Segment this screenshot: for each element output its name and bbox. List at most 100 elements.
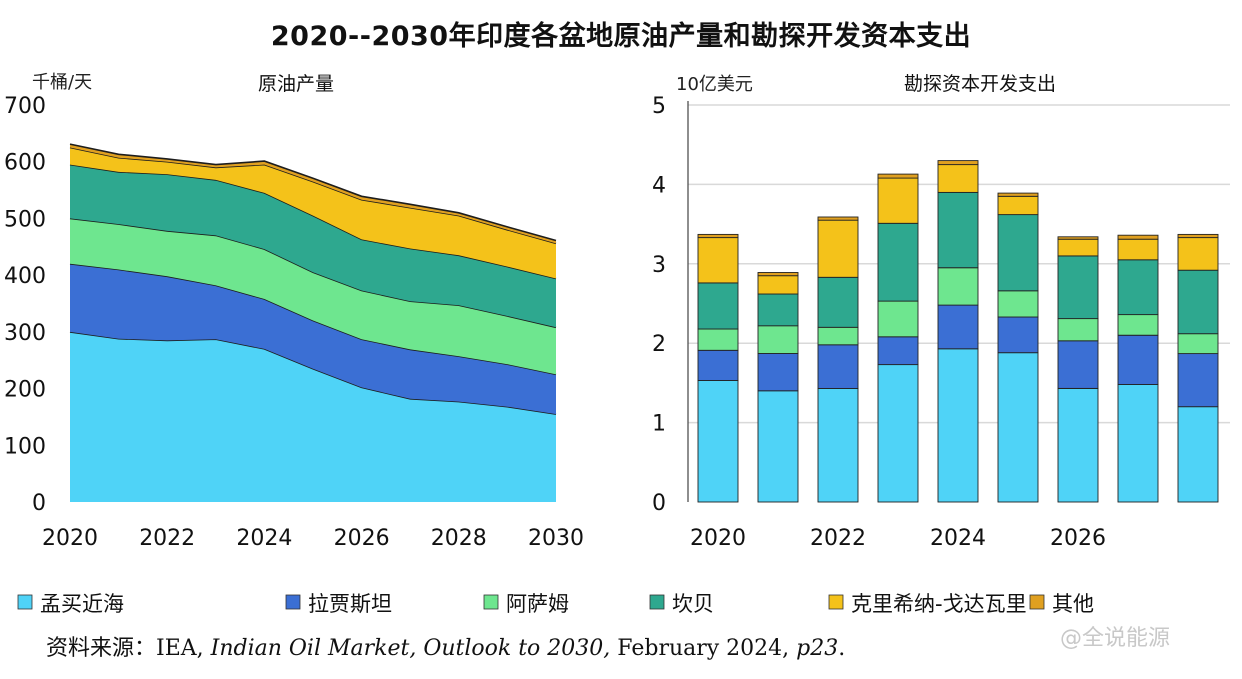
watermark: @全说能源 bbox=[1060, 626, 1171, 651]
bar-2028-series-0 bbox=[1177, 406, 1219, 503]
right-xtick-label: 2020 bbox=[690, 526, 746, 551]
source-suffix: . bbox=[838, 636, 846, 661]
bar-2025-series-0 bbox=[997, 352, 1039, 503]
source-page: p23 bbox=[796, 636, 839, 661]
legend-label: 坎贝 bbox=[672, 592, 714, 616]
bar-2026-series-1 bbox=[1057, 340, 1099, 389]
bar-2022-series-1 bbox=[817, 344, 859, 389]
left-xtick-label: 2024 bbox=[236, 526, 292, 551]
bar-2028-series-3 bbox=[1177, 269, 1219, 335]
bar-2023-series-4 bbox=[877, 177, 919, 224]
left-ytick-label: 300 bbox=[4, 321, 46, 346]
bar-2022-series-2 bbox=[817, 326, 859, 346]
left-xtick-label: 2028 bbox=[431, 526, 487, 551]
bar-2020-series-2 bbox=[697, 328, 739, 351]
area-series-3 bbox=[70, 164, 556, 328]
bar-2024-series-3 bbox=[937, 191, 979, 269]
right-ytick-label: 5 bbox=[652, 94, 666, 119]
chart-main-title: 2020--2030年印度各盆地原油产量和勘探开发资本支出 bbox=[270, 21, 972, 52]
bar-2023-series-3 bbox=[877, 222, 919, 302]
bar-2026-series-4 bbox=[1057, 238, 1099, 257]
bar-2020-series-3 bbox=[697, 282, 739, 330]
legend: 孟买近海 拉贾斯坦 阿萨姆 坎贝 克里希纳-戈达瓦里 其他 bbox=[17, 592, 1094, 616]
area-series-0 bbox=[70, 331, 556, 502]
legend-swatch bbox=[649, 594, 665, 610]
bar-2024-series-4 bbox=[937, 164, 979, 193]
left-xtick-label: 2020 bbox=[42, 526, 98, 551]
left-ytick-label: 600 bbox=[4, 151, 46, 176]
bar-2021-series-1 bbox=[757, 353, 799, 392]
bar-2021-series-0 bbox=[757, 390, 799, 503]
left-xtick-label: 2022 bbox=[139, 526, 195, 551]
source-prefix: 资料来源：IEA, bbox=[46, 636, 211, 661]
bar-2027-series-0 bbox=[1117, 384, 1159, 503]
right-xtick-label: 2026 bbox=[1050, 526, 1106, 551]
left-xtick-label: 2026 bbox=[334, 526, 390, 551]
bar-2027-series-1 bbox=[1117, 334, 1159, 385]
left-unit-label: 千桶/天 bbox=[32, 72, 92, 93]
bar-2028-series-1 bbox=[1177, 353, 1219, 408]
bar-2025-series-1 bbox=[997, 316, 1039, 354]
area-series-1 bbox=[70, 263, 556, 415]
bar-2021-series-4 bbox=[757, 275, 799, 295]
source-date: February 2024, bbox=[610, 636, 797, 661]
right-xtick-label: 2022 bbox=[810, 526, 866, 551]
bar-2023-series-1 bbox=[877, 336, 919, 366]
left-ytick-label: 500 bbox=[4, 207, 46, 232]
bar-2021-series-5 bbox=[757, 272, 799, 277]
legend-label: 阿萨姆 bbox=[506, 592, 569, 616]
left-ytick-label: 100 bbox=[4, 434, 46, 459]
bar-2026-series-3 bbox=[1057, 255, 1099, 320]
bar-2024-series-5 bbox=[937, 160, 979, 166]
bar-2022-series-0 bbox=[817, 388, 859, 503]
legend-label: 孟买近海 bbox=[40, 592, 124, 616]
right-ytick-label: 3 bbox=[652, 253, 666, 278]
left-ytick-label: 200 bbox=[4, 378, 46, 403]
right-ytick-label: 2 bbox=[652, 332, 666, 357]
right-ytick-label: 4 bbox=[652, 173, 666, 198]
right-chart-title: 勘探资本开发支出 bbox=[904, 73, 1056, 95]
bar-2021-series-2 bbox=[757, 325, 799, 354]
bar-2028-series-5 bbox=[1177, 233, 1219, 239]
bar-2021-series-3 bbox=[757, 293, 799, 327]
bar-2026-series-2 bbox=[1057, 318, 1099, 342]
bar-2022-series-4 bbox=[817, 219, 859, 278]
legend-swatch bbox=[17, 594, 33, 610]
right-ytick-label: 1 bbox=[652, 412, 666, 437]
bar-2024-series-1 bbox=[937, 304, 979, 350]
bar-2025-series-3 bbox=[997, 214, 1039, 292]
bar-2027-series-5 bbox=[1117, 234, 1159, 240]
legend-swatch bbox=[828, 594, 844, 610]
legend-label: 其他 bbox=[1052, 592, 1094, 616]
right-unit-label: 10亿美元 bbox=[676, 74, 753, 95]
bar-2025-series-5 bbox=[997, 192, 1039, 197]
legend-swatch bbox=[483, 594, 499, 610]
left-chart-title: 原油产量 bbox=[258, 73, 334, 95]
bar-2028-series-2 bbox=[1177, 333, 1219, 355]
bar-2023-series-5 bbox=[877, 173, 919, 179]
area-series-4 bbox=[70, 147, 556, 279]
bar-2023-series-0 bbox=[877, 364, 919, 503]
bar-2025-series-4 bbox=[997, 195, 1039, 216]
left-ytick-label: 0 bbox=[32, 491, 46, 516]
legend-swatch bbox=[285, 594, 301, 610]
area-series-edge-5 bbox=[69, 143, 557, 242]
bar-2027-series-4 bbox=[1117, 238, 1159, 261]
production-area-chart: 千桶/天 原油产量 0 100 200 300 400 500 600 700 2020 2022 20… bbox=[4, 72, 584, 551]
legend-swatch bbox=[1029, 594, 1045, 610]
bar-2020-series-0 bbox=[697, 380, 739, 503]
legend-label: 拉贾斯坦 bbox=[308, 592, 392, 616]
right-ytick-label: 0 bbox=[652, 491, 666, 516]
bar-2027-series-3 bbox=[1117, 259, 1159, 316]
bar-2023-series-2 bbox=[877, 300, 919, 338]
bar-2028-series-4 bbox=[1177, 237, 1219, 271]
bar-2025-series-2 bbox=[997, 290, 1039, 318]
left-xtick-label: 2030 bbox=[528, 526, 584, 551]
bar-2026-series-5 bbox=[1057, 236, 1099, 240]
bar-2026-series-0 bbox=[1057, 388, 1099, 503]
area-series-2 bbox=[70, 218, 556, 375]
source-title: Indian Oil Market, Outlook to 2030, bbox=[210, 636, 611, 661]
bar-2020-series-4 bbox=[697, 237, 739, 284]
bar-2022-series-3 bbox=[817, 276, 859, 328]
